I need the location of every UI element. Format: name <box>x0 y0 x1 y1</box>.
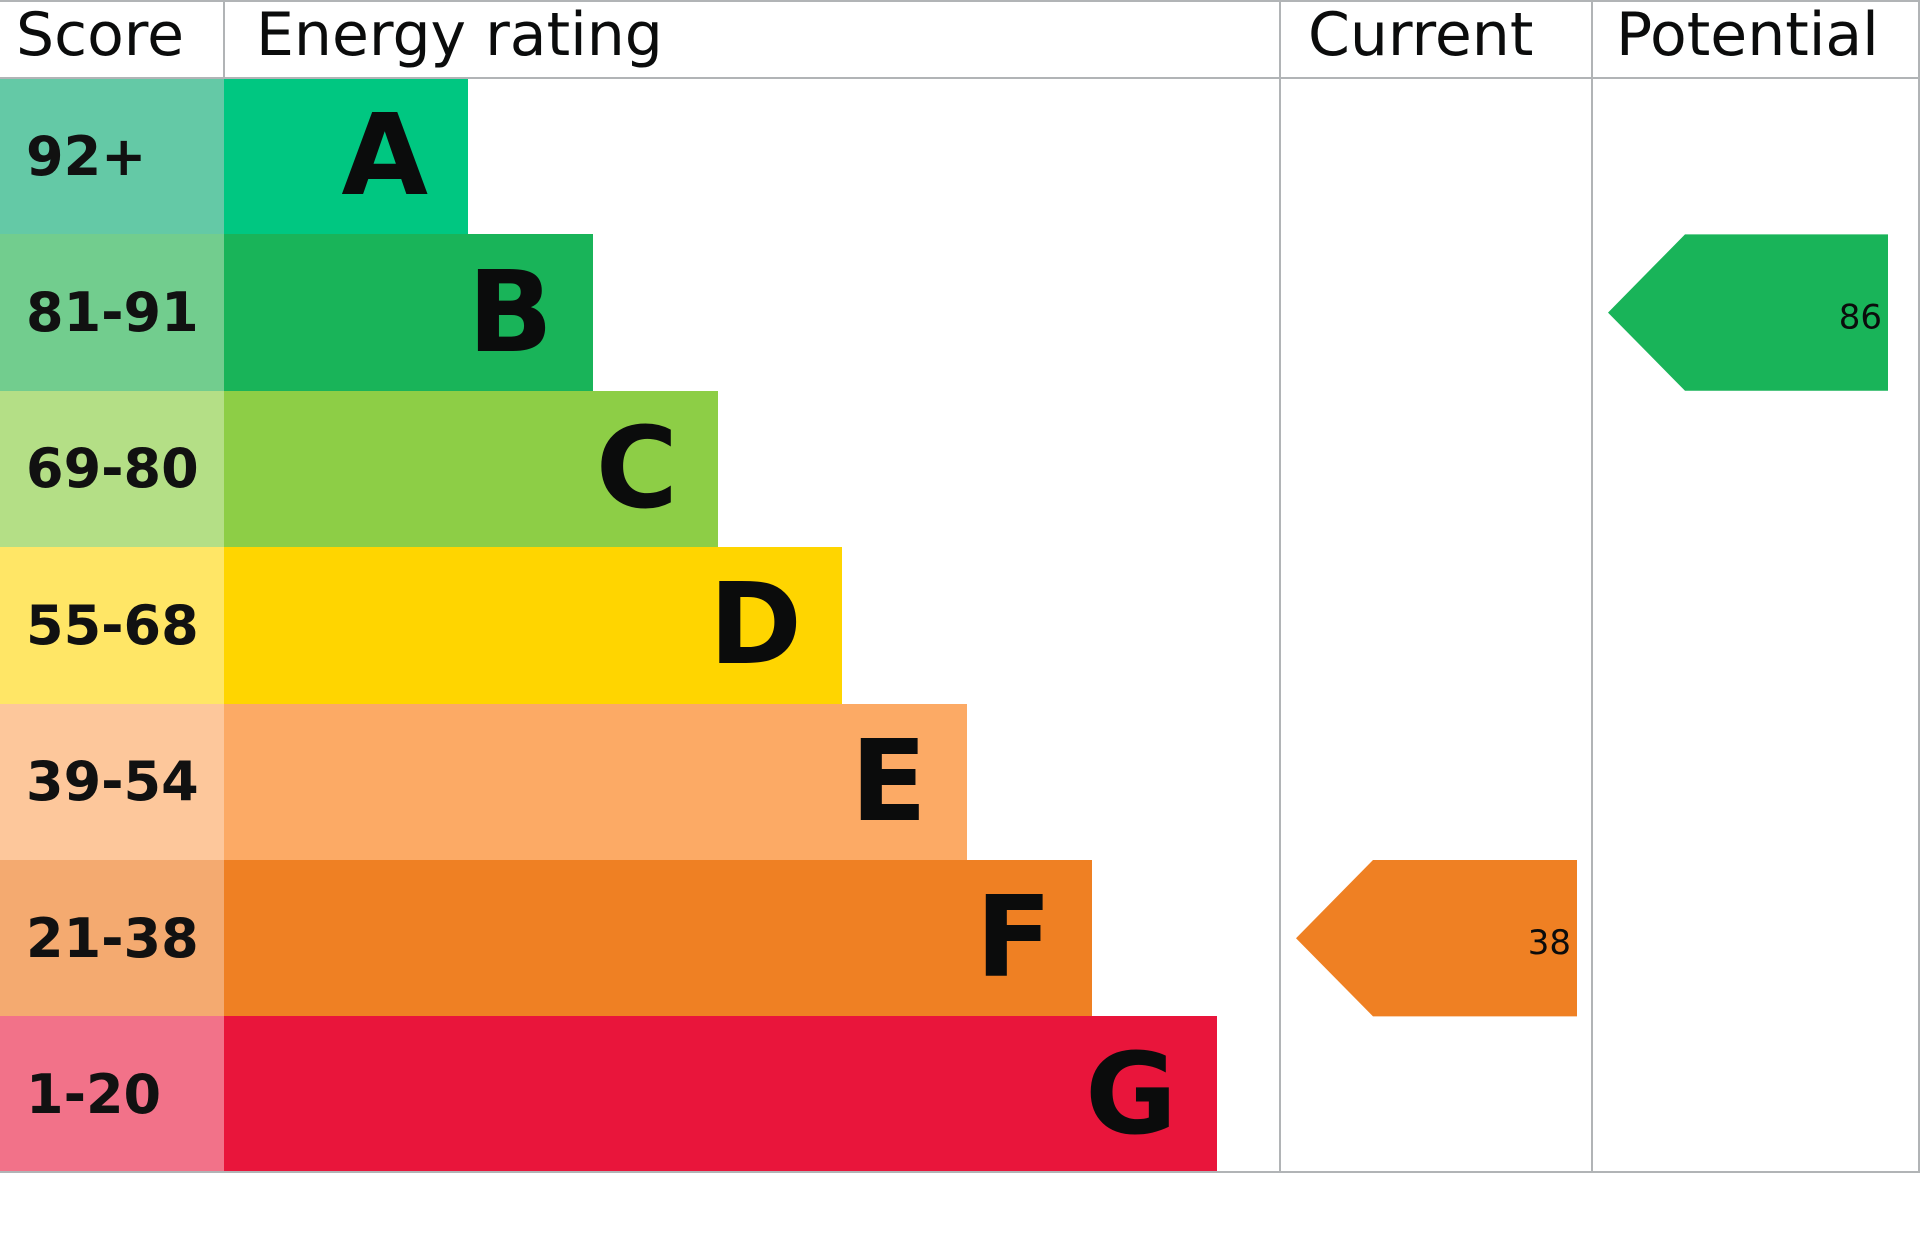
header-score: Score <box>16 0 185 70</box>
score-range-e: 39-54 <box>0 703 224 860</box>
rating-letter: B <box>467 247 553 378</box>
potential-rating-value: 86 <box>1839 298 1882 338</box>
header-energy-rating: Energy rating <box>256 0 663 70</box>
rating-bar-f: F <box>224 860 1092 1017</box>
rating-letter: D <box>709 560 802 691</box>
score-divider <box>223 0 225 77</box>
rating-letter: A <box>341 91 428 222</box>
rating-bar-b: B <box>224 234 593 391</box>
rating-letter: G <box>1085 1029 1177 1160</box>
rating-bar-c: C <box>224 390 718 548</box>
score-range-d: 55-68 <box>0 547 224 704</box>
rating-letter: E <box>850 716 927 847</box>
header-current: Current <box>1308 0 1534 70</box>
score-range-g: 1-20 <box>0 1016 224 1173</box>
right-border <box>1918 0 1920 1173</box>
header-potential: Potential <box>1616 0 1879 70</box>
potential-divider <box>1591 0 1593 1173</box>
score-range-b: 81-91 <box>0 234 224 391</box>
bottom-border <box>0 1171 1920 1173</box>
header-divider <box>0 77 1920 79</box>
rating-bar-d: D <box>224 547 842 704</box>
rating-bar-a: A <box>224 78 468 235</box>
score-range-f: 21-38 <box>0 860 224 1017</box>
potential-rating-arrow <box>1608 234 1888 391</box>
current-rating-value: 38 <box>1528 923 1571 963</box>
current-rating-arrow <box>1296 860 1577 1017</box>
score-range-a: 92+ <box>0 78 224 235</box>
current-divider <box>1279 0 1281 1173</box>
rating-letter: C <box>595 403 678 534</box>
rating-letter: F <box>975 873 1052 1004</box>
rating-bar-g: G <box>224 1016 1217 1173</box>
score-range-c: 69-80 <box>0 390 224 548</box>
rating-bar-e: E <box>224 703 967 860</box>
top-border <box>0 0 1920 2</box>
